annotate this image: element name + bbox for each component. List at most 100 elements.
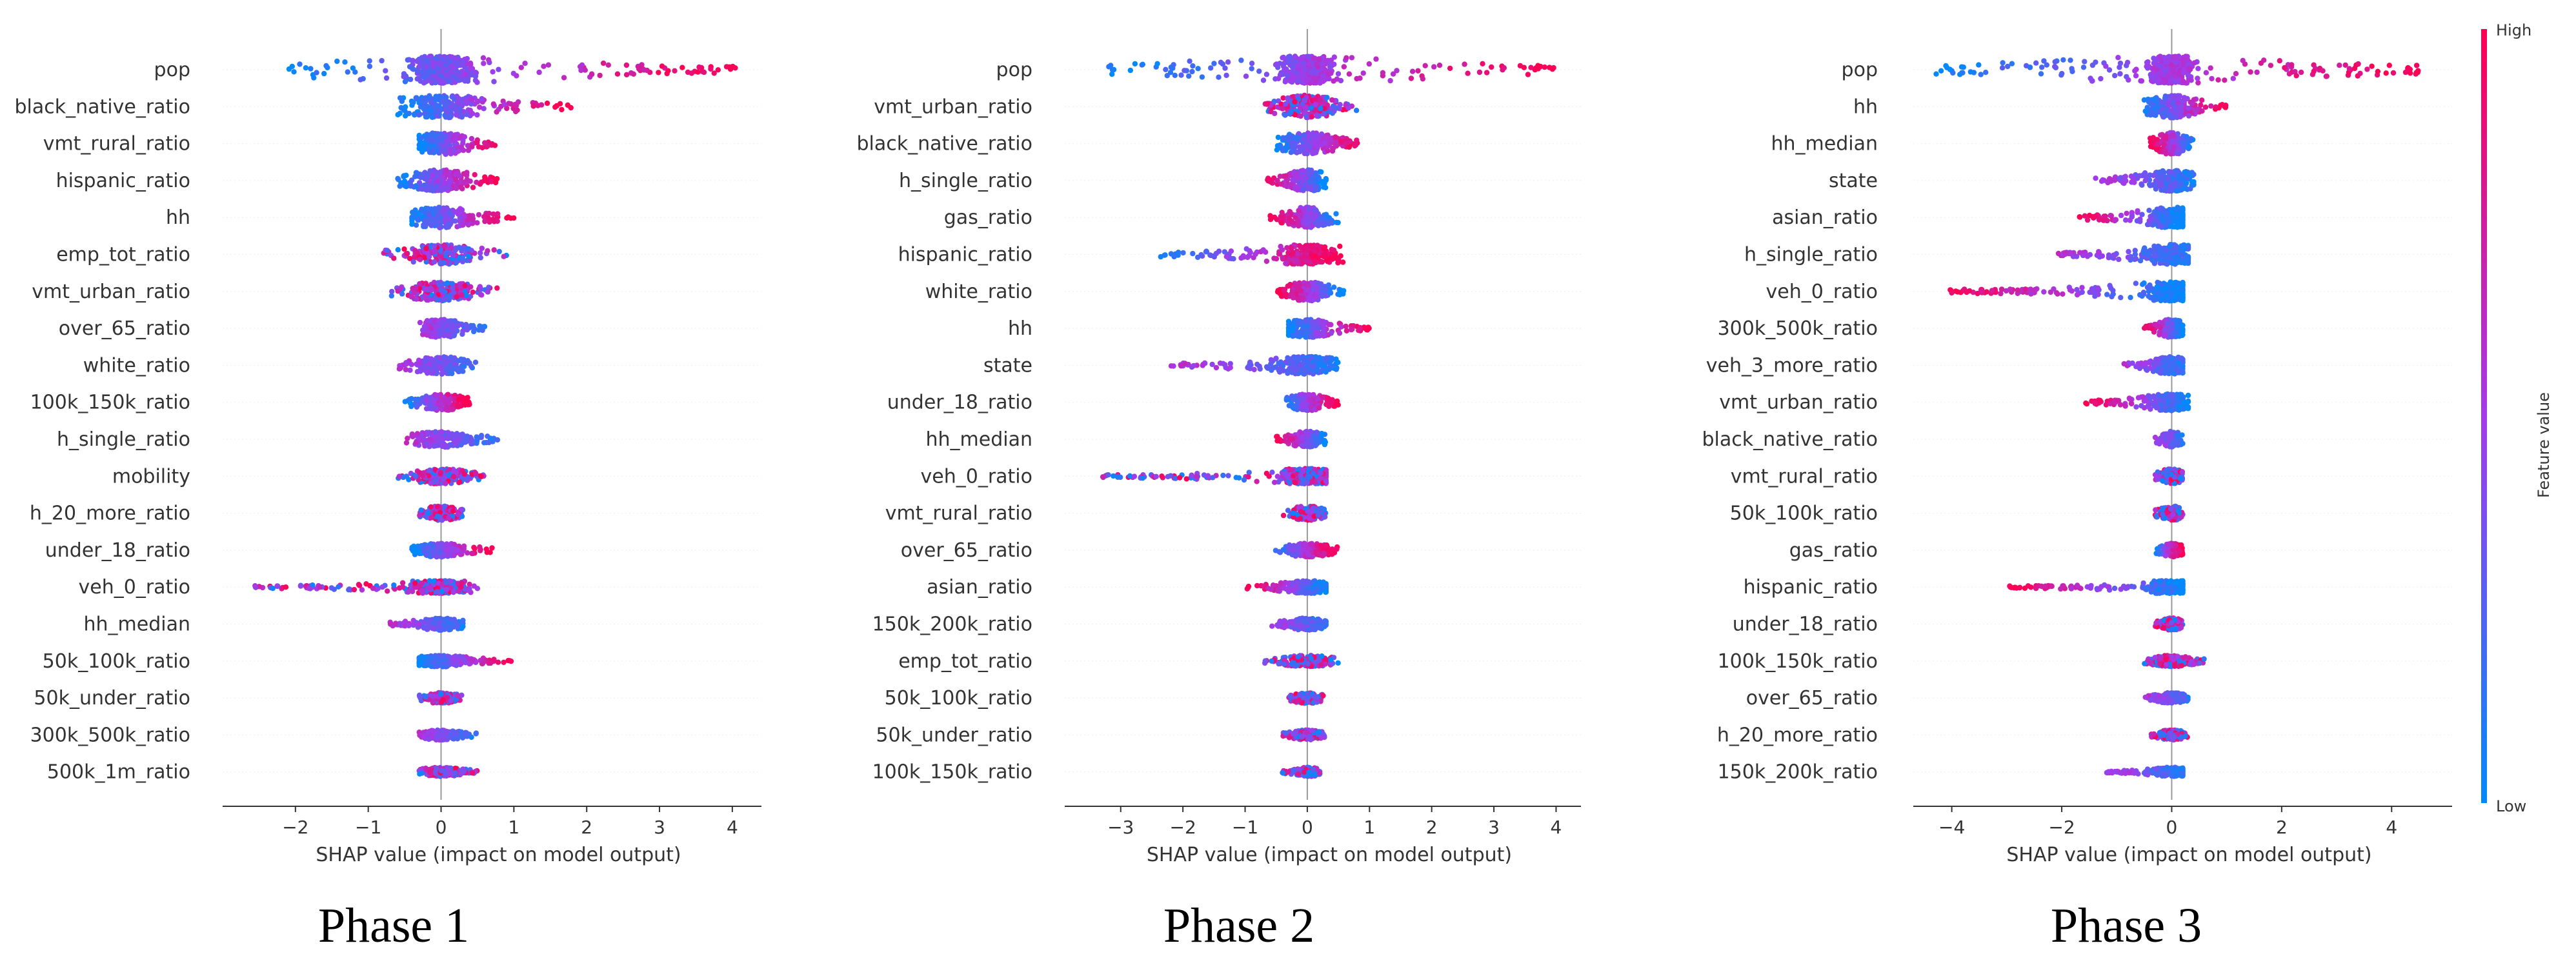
x-tick-label: 4 — [727, 817, 738, 838]
shap-point — [1335, 71, 1342, 77]
shap-point — [452, 331, 458, 337]
shap-point — [434, 183, 440, 188]
shap-point — [442, 134, 448, 139]
shap-point — [462, 283, 468, 289]
shap-point — [427, 68, 432, 74]
shap-point — [492, 143, 498, 148]
shap-point — [1462, 61, 1467, 67]
shap-point — [435, 135, 441, 141]
shap-point — [1189, 68, 1195, 75]
shap-point — [434, 392, 440, 399]
shap-point — [328, 585, 334, 591]
shap-point — [481, 61, 487, 66]
shap-point — [421, 74, 427, 80]
shap-point — [1409, 68, 1416, 74]
shap-point — [495, 659, 501, 665]
shap-point — [297, 61, 303, 67]
shap-point — [283, 584, 289, 590]
shap-point — [490, 211, 496, 217]
shap-point — [470, 550, 476, 557]
shap-point — [490, 69, 496, 75]
shap-point — [504, 105, 510, 112]
shap-point — [1422, 63, 1428, 69]
shap-point — [449, 370, 455, 377]
shap-point — [1436, 63, 1443, 68]
shap-point — [396, 473, 402, 479]
shap-point — [463, 395, 468, 401]
shap-point — [438, 691, 444, 697]
shap-point — [465, 324, 470, 330]
shap-point — [1343, 55, 1349, 61]
shap-point — [1373, 56, 1379, 62]
shap-point — [479, 95, 485, 102]
shap-point — [306, 585, 312, 591]
shap-point — [1308, 132, 1314, 138]
shap-point — [457, 479, 463, 485]
shap-point — [665, 68, 671, 74]
shap-point — [486, 57, 492, 63]
shap-point — [426, 186, 432, 192]
shap-point — [410, 99, 416, 105]
feature-label: h_20_more_ratio — [30, 502, 190, 525]
shap-point — [410, 209, 416, 215]
shap-point — [399, 291, 405, 297]
shap-point — [1182, 68, 1187, 74]
shap-point — [1243, 74, 1249, 79]
shap-point — [494, 109, 499, 115]
shap-point — [636, 66, 642, 72]
shap-point — [474, 220, 480, 226]
shap-point — [1195, 66, 1201, 72]
shap-point — [1208, 65, 1214, 71]
shap-point — [1287, 78, 1293, 84]
shap-point — [357, 77, 363, 83]
shap-point — [1303, 104, 1309, 110]
shap-point — [461, 546, 467, 552]
shap-point — [630, 71, 636, 77]
shap-point — [468, 135, 475, 142]
shap-point — [1535, 63, 1541, 68]
shap-point — [1387, 77, 1393, 84]
feature-label: under_18_ratio — [45, 539, 190, 562]
shap-point — [1304, 151, 1310, 157]
shap-point — [1302, 132, 1307, 138]
shap-point — [455, 404, 461, 410]
shap-point — [404, 251, 410, 257]
shap-point — [441, 296, 448, 302]
shap-point — [424, 430, 430, 435]
shap-point — [426, 468, 432, 473]
shap-point — [1309, 68, 1314, 74]
shap-point — [424, 398, 430, 404]
shap-point — [384, 248, 390, 253]
feature-row-mobility: mobility — [112, 465, 487, 488]
shap-point — [460, 624, 466, 630]
shap-point — [431, 398, 437, 404]
shap-point — [420, 141, 426, 146]
shap-point — [413, 440, 419, 446]
shap-point — [446, 472, 452, 478]
shap-point — [1315, 143, 1321, 149]
shap-point — [430, 357, 436, 363]
shap-point — [401, 71, 407, 77]
shap-point — [438, 471, 443, 477]
shap-point — [461, 471, 468, 477]
shap-point — [452, 361, 458, 367]
shap-point — [1465, 70, 1471, 76]
shap-point — [427, 168, 433, 174]
feature-label: 50k_under_ratio — [34, 687, 190, 710]
shap-point — [422, 358, 428, 364]
shap-point — [1278, 143, 1283, 149]
shap-point — [1283, 101, 1289, 107]
shap-point — [1331, 78, 1336, 84]
shap-point — [468, 284, 474, 290]
shap-point — [442, 243, 448, 249]
shap-point — [421, 364, 427, 371]
shap-point — [1264, 101, 1271, 106]
shap-point — [418, 186, 424, 192]
shap-point — [451, 147, 457, 154]
shap-point — [403, 440, 410, 446]
shap-point — [459, 357, 465, 363]
shap-point — [458, 729, 465, 735]
shap-point — [461, 363, 467, 370]
shap-point — [465, 143, 471, 148]
shap-point — [454, 693, 461, 699]
